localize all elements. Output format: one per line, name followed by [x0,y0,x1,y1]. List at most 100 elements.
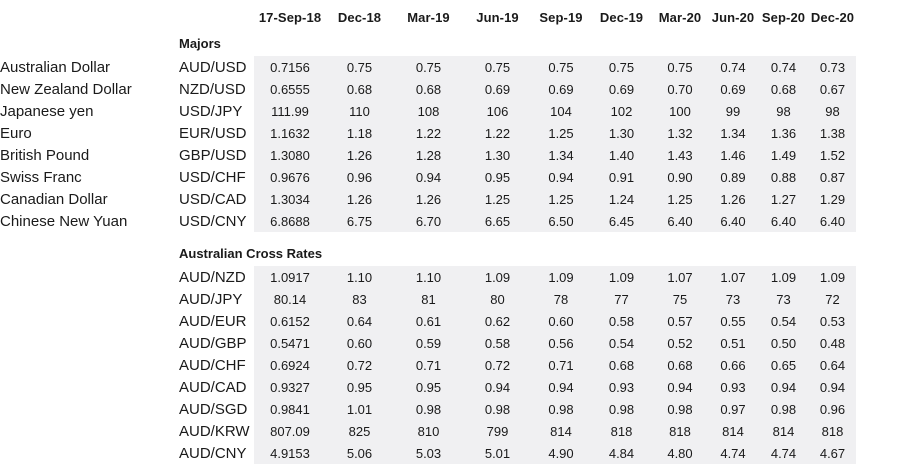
rate-cell: 1.27 [758,188,809,210]
rate-cell: 6.40 [652,210,708,232]
rate-cell: 1.09 [809,266,856,288]
rate-cell: 81 [393,288,464,310]
rate-cell: 0.9676 [254,166,326,188]
rate-cell: 0.94 [464,376,531,398]
rate-cell: 0.54 [758,310,809,332]
rate-cell: 0.94 [531,166,591,188]
rate-cell: 4.74 [758,442,809,464]
rate-cell: 1.40 [591,144,652,166]
rate-cell: 99 [708,100,758,122]
rate-cell: 0.98 [758,398,809,420]
table-row: AUD/CNY 4.9153 5.06 5.03 5.01 4.90 4.84 4.80 4.7… [0,442,856,464]
rate-cell: 0.56 [531,332,591,354]
rate-cell: 104 [531,100,591,122]
column-header: Sep-19 [539,9,583,25]
rate-cell: 1.24 [591,188,652,210]
rate-cell: 0.87 [809,166,856,188]
rate-cell: 0.90 [652,166,708,188]
rate-cell: 0.98 [652,398,708,420]
table-row: Chinese New Yuan USD/CNY 6.8688 6.75 6.70 6.6… [0,210,856,232]
rate-cell: 78 [531,288,591,310]
section-header-row: Australian Cross Rates [0,240,856,266]
table-row: British Pound GBP/USD 1.3080 1.26 1.28 1.30 1.… [0,144,856,166]
rate-cell: 0.68 [652,354,708,376]
rate-cell: 0.55 [708,310,758,332]
section-header-row: Majors [0,30,856,56]
rate-cell: 1.3034 [254,188,326,210]
rate-cell: 0.98 [393,398,464,420]
rate-cell: 0.61 [393,310,464,332]
rate-cell: 1.22 [393,122,464,144]
rate-cell: 100 [652,100,708,122]
rate-cell: 814 [758,420,809,442]
rate-cell: 0.98 [591,398,652,420]
currency-name: Japanese yen [0,102,94,120]
currency-pair: AUD/KRW [179,422,250,440]
rate-cell: 98 [809,100,856,122]
rate-cell: 1.34 [531,144,591,166]
rate-cell: 0.71 [531,354,591,376]
rate-cell: 0.75 [464,56,531,78]
rate-cell: 0.60 [326,332,393,354]
rate-cell: 825 [326,420,393,442]
rate-cell: 0.68 [393,78,464,100]
rate-cell: 1.32 [652,122,708,144]
rate-cell: 0.48 [809,332,856,354]
rate-cell: 6.40 [708,210,758,232]
rate-cell: 1.07 [708,266,758,288]
rate-cell: 6.65 [464,210,531,232]
column-header: Jun-20 [711,9,755,25]
currency-name: Chinese New Yuan [0,212,128,230]
rate-cell: 6.75 [326,210,393,232]
rate-cell: 0.96 [326,166,393,188]
rate-cell: 0.94 [652,376,708,398]
currency-pair: AUD/GBP [179,334,247,352]
rate-cell: 1.25 [531,188,591,210]
rate-cell: 1.25 [531,122,591,144]
rate-cell: 0.75 [326,56,393,78]
rate-cell: 73 [708,288,758,310]
rate-cell: 1.26 [393,188,464,210]
rate-cell: 0.94 [809,376,856,398]
rate-cell: 0.59 [393,332,464,354]
column-header: Sep-20 [761,9,806,25]
rate-cell: 0.68 [758,78,809,100]
rate-cell: 0.95 [393,376,464,398]
rate-cell: 818 [591,420,652,442]
currency-pair: USD/CAD [179,190,247,208]
rate-cell: 0.97 [708,398,758,420]
rate-cell: 1.18 [326,122,393,144]
rate-cell: 5.01 [464,442,531,464]
rate-cell: 0.68 [591,354,652,376]
currency-name [0,310,179,332]
section-header-spacer [0,30,179,56]
rate-cell: 83 [326,288,393,310]
rate-cell: 0.93 [708,376,758,398]
rate-cell: 0.53 [809,310,856,332]
section-spacer [0,232,856,240]
rate-cell: 0.6924 [254,354,326,376]
section-title: Majors [179,35,221,51]
currency-pair: AUD/USD [179,58,247,76]
rate-cell: 0.74 [758,56,809,78]
rate-cell: 0.9327 [254,376,326,398]
fx-forecast-table: 17-Sep-18 Dec-18 Mar-19 Jun-19 Sep-19 Dec-19 M… [0,4,856,464]
rate-cell: 1.52 [809,144,856,166]
rate-cell: 4.9153 [254,442,326,464]
rate-cell: 0.66 [708,354,758,376]
rate-cell: 5.06 [326,442,393,464]
currency-name: British Pound [0,146,90,164]
rate-cell: 1.01 [326,398,393,420]
rate-cell: 0.62 [464,310,531,332]
rate-cell: 0.88 [758,166,809,188]
rate-cell: 4.90 [531,442,591,464]
rate-cell: 0.98 [531,398,591,420]
rate-cell: 0.69 [591,78,652,100]
rate-cell: 1.26 [708,188,758,210]
rate-cell: 72 [809,288,856,310]
rate-cell: 1.25 [652,188,708,210]
rate-cell: 1.26 [326,188,393,210]
rate-cell: 1.09 [531,266,591,288]
currency-name [0,354,179,376]
table-row: AUD/JPY 80.14 83 81 80 78 77 75 73 73 72 [0,288,856,310]
